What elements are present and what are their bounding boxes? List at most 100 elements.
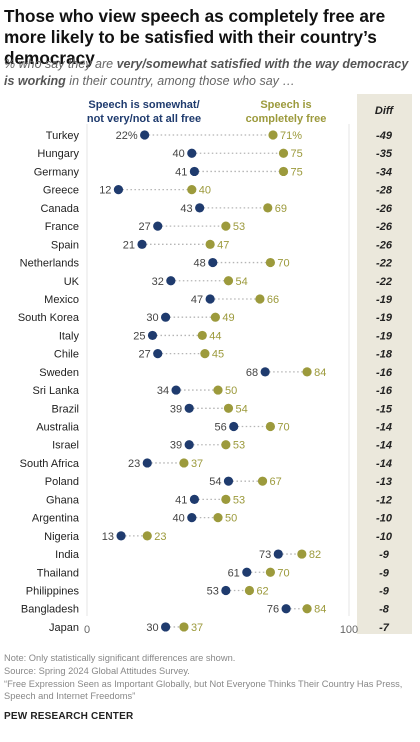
value-label-free: 70 — [277, 567, 289, 579]
value-label-free: 50 — [225, 385, 237, 397]
dot-free — [265, 421, 275, 432]
dot-not-free — [140, 130, 150, 140]
diff-value: -16 — [376, 367, 393, 379]
category-label: Hungary — [37, 148, 79, 160]
diff-value: -8 — [379, 604, 390, 616]
value-label-not-free: 21 — [123, 239, 135, 251]
footer-note: Note: Only statistically significant dif… — [4, 653, 236, 663]
dot-free — [278, 166, 289, 177]
subtitle-pre: % who say they are — [4, 57, 117, 71]
dot-not-free — [113, 185, 124, 195]
diff-value: -19 — [376, 294, 393, 306]
category-label: Australia — [36, 422, 80, 434]
dot-not-free — [229, 421, 239, 432]
dot-free — [187, 185, 197, 195]
value-label-free: 82 — [309, 549, 321, 561]
dot-not-free — [171, 385, 181, 395]
category-label: Italy — [59, 330, 80, 342]
dot-free — [297, 549, 307, 559]
dot-free — [265, 567, 275, 577]
value-label-not-free: 41 — [175, 166, 187, 178]
value-label-free: 62 — [256, 586, 268, 598]
value-label-free: 84 — [314, 604, 326, 616]
value-label-not-free: 68 — [246, 367, 258, 379]
dot-not-free — [281, 604, 291, 614]
value-label-free: 70 — [277, 422, 289, 434]
category-label: Germany — [34, 166, 80, 178]
value-label-free: 75 — [291, 166, 303, 178]
dot-not-free — [153, 221, 163, 231]
diff-value: -19 — [376, 330, 393, 342]
dot-free — [302, 604, 312, 614]
category-label: Japan — [49, 622, 79, 634]
category-label: Bangladesh — [21, 604, 79, 616]
diff-column-background — [357, 94, 412, 634]
dot-free — [265, 257, 275, 268]
category-label: Netherlands — [20, 258, 80, 270]
category-label: Mexico — [44, 294, 79, 306]
category-label: Greece — [43, 185, 79, 197]
value-label-not-free: 40 — [173, 148, 185, 160]
diff-value: -10 — [376, 531, 393, 543]
dot-not-free — [221, 585, 231, 596]
pew-brand: PEW RESEARCH CENTER — [4, 711, 134, 722]
category-label: Chile — [54, 349, 79, 361]
value-label-not-free: 34 — [157, 385, 169, 397]
value-label-free: 45 — [212, 349, 224, 361]
category-label: Argentina — [32, 513, 80, 525]
dot-free — [142, 531, 152, 541]
dot-free — [302, 367, 312, 377]
diff-value: -9 — [379, 567, 390, 579]
dot-not-free — [195, 203, 205, 213]
value-label-free: 54 — [235, 403, 247, 415]
value-label-free: 71% — [280, 130, 302, 142]
category-label: Canada — [40, 203, 79, 215]
value-label-not-free: 12 — [99, 185, 111, 197]
dot-not-free — [187, 148, 197, 158]
diff-value: -35 — [376, 148, 393, 160]
dot-not-free — [205, 294, 215, 304]
dot-free — [210, 312, 220, 322]
dot-not-free — [189, 166, 200, 177]
dot-not-free — [161, 312, 171, 322]
value-label-free: 50 — [225, 513, 237, 525]
dot-free — [221, 494, 231, 504]
dot-free — [263, 203, 273, 213]
diff-value: -26 — [376, 203, 393, 215]
diff-value: -14 — [376, 422, 392, 434]
dot-free — [213, 385, 223, 395]
value-label-free: 53 — [233, 221, 245, 233]
diff-value: -34 — [376, 166, 392, 178]
category-label: Spain — [51, 239, 79, 251]
diff-header: Diff — [375, 105, 394, 117]
dot-not-free — [116, 531, 126, 541]
dot-not-free — [189, 494, 200, 504]
value-label-free: 37 — [191, 458, 203, 470]
diff-value: -26 — [376, 239, 393, 251]
category-label: South Korea — [18, 312, 80, 324]
dot-free — [200, 349, 210, 359]
dot-not-free — [161, 622, 171, 632]
dot-free — [244, 585, 255, 596]
diff-value: -12 — [376, 494, 392, 506]
value-label-not-free: 40 — [173, 513, 185, 525]
value-label-free: 67 — [270, 476, 282, 488]
value-label-not-free: 22% — [116, 130, 138, 142]
dot-not-free — [184, 403, 194, 413]
chart-footer: Note: Only statistically significant dif… — [4, 652, 416, 703]
diff-value: -14 — [376, 440, 392, 452]
value-label-not-free: 23 — [128, 458, 140, 470]
category-label: UK — [64, 276, 80, 288]
dot-not-free — [184, 440, 194, 450]
category-label: Sweden — [39, 367, 79, 379]
value-label-not-free: 32 — [152, 276, 164, 288]
value-label-not-free: 76 — [267, 604, 279, 616]
footer-report: “Free Expression Seen as Important Globa… — [4, 678, 403, 702]
category-label: Brazil — [51, 403, 79, 415]
dot-free — [179, 458, 189, 468]
diff-value: -19 — [376, 312, 393, 324]
dot-free — [179, 622, 189, 632]
dot-free — [257, 476, 268, 486]
value-label-not-free: 73 — [259, 549, 271, 561]
diff-value: -14 — [376, 458, 392, 470]
